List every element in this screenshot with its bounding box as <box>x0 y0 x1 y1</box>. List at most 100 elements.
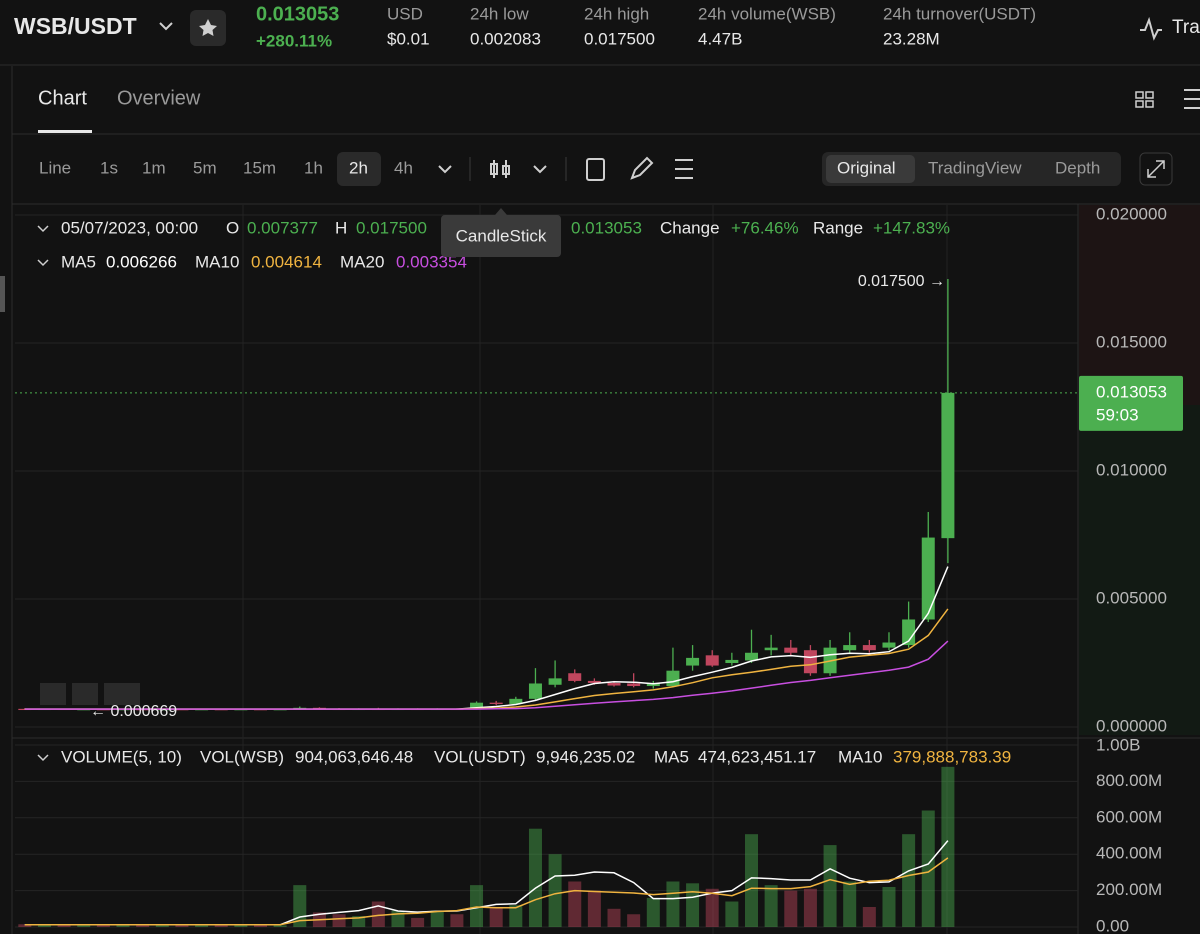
price-change: +280.11% <box>256 31 332 50</box>
volume-bar <box>234 924 248 927</box>
fullscreen-button[interactable] <box>1139 152 1173 186</box>
legend-value: +147.83% <box>873 218 950 237</box>
view[interactable]: TradingView <box>928 158 1022 177</box>
candle-body <box>646 683 660 687</box>
candle-body <box>862 645 876 651</box>
tooltip-text: CandleStick <box>456 226 547 245</box>
chevron[interactable] <box>533 165 547 174</box>
volume-bar <box>646 897 660 927</box>
tab[interactable]: Chart <box>38 87 87 109</box>
tab-underline <box>38 130 92 133</box>
countdown: 59:03 <box>1096 405 1139 424</box>
volume-bar <box>607 908 621 927</box>
volume-bar <box>411 917 425 927</box>
legend-label: Change <box>660 218 720 237</box>
last-price: 0.013053 <box>256 3 339 25</box>
y-tick-label: 0.015000 <box>1096 332 1167 351</box>
volume-legend-label: VOL(USDT) <box>434 747 526 766</box>
volume-legend-label: MA5 <box>654 747 689 766</box>
icon-part <box>1135 100 1144 108</box>
volume-bar <box>823 845 837 927</box>
volume-legend-value: 379,888,783.39 <box>893 747 1011 766</box>
stat-label: 24h turnover(USDT) <box>883 4 1036 23</box>
ma-line <box>24 857 949 926</box>
pair[interactable]: WSB/USDT <box>14 13 137 39</box>
tab[interactable]: Overview <box>117 87 201 109</box>
stat-label: USD <box>387 4 423 23</box>
candle-body <box>627 683 641 687</box>
legend-label: O <box>226 218 239 237</box>
volume-bar <box>784 890 798 927</box>
volume-bar <box>921 810 935 927</box>
scroll-handle <box>0 276 5 312</box>
indicator-icon[interactable] <box>586 158 605 181</box>
interval[interactable]: Line <box>39 158 71 177</box>
settings-icon[interactable] <box>675 159 693 179</box>
interval[interactable]: 1m <box>142 158 166 177</box>
volume-bar <box>37 924 51 927</box>
volume-legend-label: MA10 <box>838 747 882 766</box>
draw-icon[interactable] <box>630 156 654 180</box>
volume-bar <box>96 924 110 927</box>
interval[interactable]: 1s <box>100 158 118 177</box>
y-tick-label: 0.000000 <box>1096 716 1167 735</box>
icon-part <box>490 163 498 175</box>
collapse-icons[interactable] <box>37 225 49 762</box>
volume-bar <box>450 914 464 927</box>
legend-label: Range <box>813 218 863 237</box>
layout-icon[interactable] <box>1135 91 1154 108</box>
watermark-part <box>40 683 66 705</box>
candle-body <box>607 682 621 686</box>
last-price-label: 0.013053 <box>1096 382 1167 401</box>
legend-value: 0.017500 <box>356 218 427 237</box>
chevron[interactable] <box>159 22 173 31</box>
view[interactable]: Depth <box>1055 158 1100 177</box>
volume-bar <box>764 885 778 927</box>
interval[interactable]: 15m <box>243 158 276 177</box>
pulse-icon <box>1140 16 1162 41</box>
stat-label: 24h low <box>470 4 529 23</box>
volume-bar <box>666 881 680 927</box>
volume-bar <box>509 905 523 927</box>
volume-bar <box>745 834 758 927</box>
stat-value: 4.47B <box>698 29 742 48</box>
stat-value: 23.28M <box>883 29 940 48</box>
ma-line <box>24 640 949 710</box>
candle-body <box>587 680 601 683</box>
interval[interactable]: 2h <box>349 158 368 177</box>
volume-bar <box>803 888 817 927</box>
trade-link[interactable]: Tra <box>1172 17 1200 38</box>
candle-body <box>548 678 562 685</box>
y-tick-label: 800.00M <box>1096 771 1162 790</box>
stat-label: 24h high <box>584 4 649 23</box>
volume-bar <box>470 885 484 927</box>
view[interactable]: Original <box>837 158 896 177</box>
axis-tint <box>1079 205 1200 405</box>
ma-value: 0.003354 <box>396 252 467 271</box>
star-icon <box>199 19 217 36</box>
volume-bar <box>587 890 601 927</box>
icon-part <box>1145 91 1154 99</box>
volume-bar <box>862 906 876 927</box>
candle-body <box>470 702 484 710</box>
volume-bar <box>941 766 955 927</box>
interval[interactable]: 4h <box>394 158 413 177</box>
y-tick-label: 600.00M <box>1096 807 1162 826</box>
volume-bar <box>528 828 542 927</box>
intervals: Line 1s 1m 5m 15m 1h 2h 4h <box>39 158 413 177</box>
high-marker: 0.017500 → <box>858 273 945 290</box>
icon-part <box>502 165 510 175</box>
interval[interactable]: 5m <box>193 158 217 177</box>
volume-bar <box>57 925 71 927</box>
watermark <box>40 683 140 705</box>
chevron[interactable] <box>438 165 452 174</box>
interval[interactable]: 1h <box>304 158 323 177</box>
icon-part <box>1135 91 1144 99</box>
stat-value: 0.002083 <box>470 29 541 48</box>
volume-bar <box>705 888 719 927</box>
volume-bar <box>195 925 209 927</box>
active-view <box>826 155 915 183</box>
tooltip-arrow <box>495 208 507 215</box>
menu-icon[interactable] <box>1184 89 1200 109</box>
active-interval <box>337 152 381 186</box>
